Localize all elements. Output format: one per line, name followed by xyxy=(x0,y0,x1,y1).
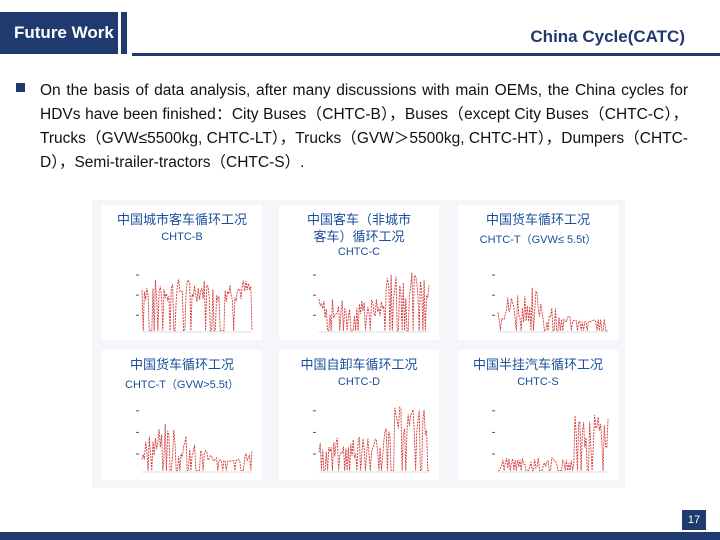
slide-title: China Cycle(CATC) xyxy=(530,27,685,46)
header-accent-bar xyxy=(121,12,127,54)
section-tab: Future Work xyxy=(0,12,118,54)
chart-subtitle: CHTC-D xyxy=(337,376,381,388)
chart-title: 中国货车循环工况 xyxy=(485,212,590,227)
speed-trace xyxy=(313,272,430,333)
chart-card-chtc-c: 中国客车（非城市客车）循环工况 CHTC-C xyxy=(279,205,439,340)
chart-title: 中国货车循环工况 xyxy=(129,357,234,372)
footer-bar xyxy=(0,532,720,540)
square-bullet-icon xyxy=(16,83,25,92)
page-number: 17 xyxy=(682,510,706,530)
drive-cycle-figure: 中国城市客车循环工况 CHTC-B 中国客车（非城市客车）循环工况 CHTC-C… xyxy=(92,200,625,488)
chart-title: 中国客车（非城市客车）循环工况 xyxy=(306,212,411,244)
chart-title: 中国半挂汽车循环工况 xyxy=(472,357,603,372)
chart-subtitle: CHTC-T（GVW≤ 5.5t） xyxy=(479,234,597,246)
chart-subtitle: CHTC-S xyxy=(517,376,559,388)
chart-card-chtc-s: 中国半挂汽车循环工况 CHTC-S xyxy=(458,350,618,480)
speed-trace xyxy=(313,406,429,473)
chart-subtitle: CHTC-T（GVW>5.5t） xyxy=(125,379,239,391)
speed-trace xyxy=(492,274,608,333)
chart-title: 中国自卸车循环工况 xyxy=(300,357,418,372)
bullet-text: On the basis of data analysis, after man… xyxy=(40,82,688,171)
chart-card-chtc-lt: 中国货车循环工况 CHTC-T（GVW≤ 5.5t） xyxy=(458,205,618,340)
speed-trace xyxy=(136,410,253,473)
header-rule xyxy=(132,53,720,56)
chart-subtitle: CHTC-B xyxy=(161,231,203,243)
chart-card-chtc-d: 中国自卸车循环工况 CHTC-D xyxy=(279,350,439,480)
bullet-item: On the basis of data analysis, after man… xyxy=(16,79,688,175)
section-tab-label: Future Work xyxy=(14,23,114,42)
speed-trace xyxy=(492,410,609,473)
chart-card-chtc-ht: 中国货车循环工况 CHTC-T（GVW>5.5t） xyxy=(102,350,262,480)
chart-title: 中国城市客车循环工况 xyxy=(116,212,247,227)
chart-card-chtc-b: 中国城市客车循环工况 CHTC-B xyxy=(102,205,262,340)
speed-trace xyxy=(136,274,253,333)
chart-subtitle: CHTC-C xyxy=(337,246,381,258)
